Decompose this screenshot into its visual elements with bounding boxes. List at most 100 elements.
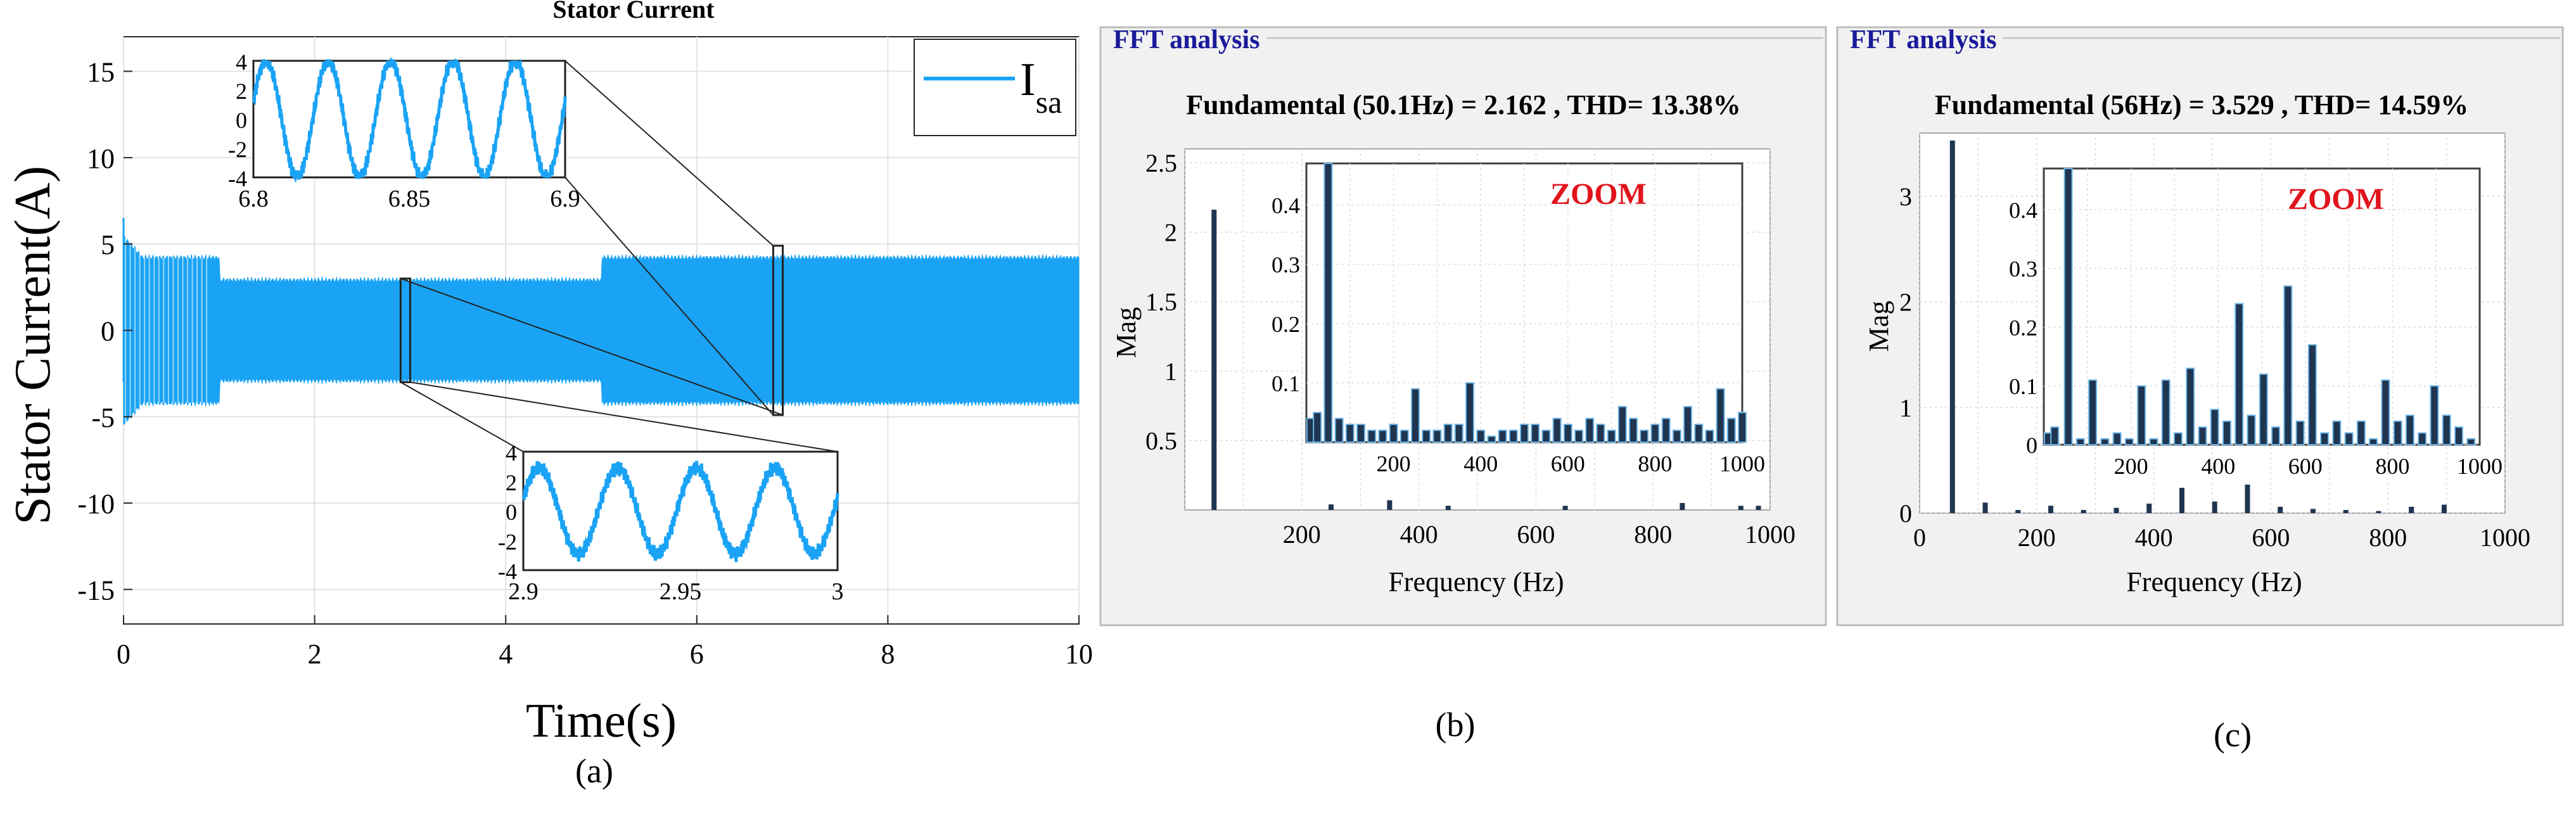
x-tick-label: 10 [1065,639,1093,670]
connector-line [410,381,838,452]
fft-x-tick-label: 800 [2369,523,2407,552]
zoom-bar [1367,430,1377,443]
fft-bar [2409,507,2414,513]
connector-line [400,277,783,416]
fft-bar [1982,502,1988,513]
zoom-bar [1661,417,1671,443]
zoom-bar [1520,423,1529,443]
zoom-bar [1585,417,1595,443]
fft-y-tick-label: 1 [1899,393,1912,422]
inset-y-tick-label: -4 [498,559,517,584]
panel-a-x-label: Time(s) [526,694,677,748]
fft-bar [2179,488,2184,513]
zoom-bar [1541,430,1551,443]
zoom-bar [2088,379,2098,446]
zoom-y-tick-label: 0.1 [2009,374,2037,399]
zoom-bar [2405,414,2414,445]
zoom-x-tick-label: 400 [1463,451,1498,476]
zoom-bar [1705,430,1714,443]
fft-y-tick-label: 0 [1899,499,1912,528]
fft-x-tick-label: 600 [2252,523,2290,552]
fft-bar [1756,506,1761,510]
panel-b-group-title: FFT analysis [1113,25,1259,54]
zoom-y-tick-label: 0.2 [1272,312,1300,337]
panel-c-zoom-plot: 0 0.1 0.2 0.3 0.4 200 400 600 800 1000 ZOOM [2009,167,2503,479]
zoom-bar [1323,163,1333,443]
zoom-x-tick-label: 200 [2114,454,2148,479]
zoom-bar [2161,379,2171,446]
inset-x-tick-label: 2.95 [660,578,702,605]
y-tick-label: -5 [91,402,115,433]
zoom-y-tick-label: 0.2 [2009,315,2037,340]
zoom-bar [2222,420,2231,445]
x-tick-label: 2 [308,639,322,670]
zoom-bar [1607,430,1616,443]
y-tick-label: 15 [87,57,115,88]
fft-x-tick-label: 800 [1634,520,1672,549]
zoom-bar [1672,430,1681,443]
zoom-bar [2247,414,2256,445]
zoom-y-tick-label: 0.3 [2009,257,2037,282]
inset-waveform [522,461,839,563]
zoom-bar [2050,426,2060,446]
panel-a-inset-top: 4 2 0 -2 -46.8 6.85 6.9 [228,49,580,212]
inset-x-tick-label: 2.9 [508,578,539,605]
zoom-bar [2418,432,2427,446]
fft-bar [1738,506,1744,510]
zoom-bar [1552,417,1562,443]
panel-a-zoom-connectors [399,60,838,452]
zoom-bar [1716,388,1725,443]
panel-b-zoom-plot: 0.1 0.2 0.3 0.4 200 400 600 800 1000 ZOOM [1272,162,1765,476]
inset-x-tick-label: 6.9 [550,186,580,212]
fft-bar [1562,506,1568,510]
fft-bar [2048,506,2053,513]
panel-a-inset-bottom: 4 2 0 -2 -42.9 2.95 3 [498,440,844,605]
fft-bar [2278,507,2283,513]
zoom-bar [2344,432,2354,446]
x-tick-label: 4 [499,639,513,670]
inset-y-tick-label: 0 [506,500,517,525]
zoom-bar [2235,303,2244,445]
zoom-bar [1487,435,1496,443]
fft-bar [2146,504,2152,513]
fft-bar [1445,506,1451,510]
panel-c-x-label: Frequency (Hz) [2126,566,2302,597]
panel-a-x-ticks: 0 2 4 6 8 10 [117,615,1093,670]
fft-y-tick-label: 3 [1899,182,1912,211]
fft-x-tick-label: 1000 [1745,520,1795,549]
y-tick-label: 0 [101,316,115,347]
panel-a-y-ticks: 15 10 5 0 -5 -10 -15 [77,57,132,606]
inset-y-tick-label: 4 [506,440,517,466]
panel-a-title: Stator Current [552,0,715,23]
fft-y-tick-label: 2 [1164,219,1177,247]
zoom-bar [2393,420,2402,445]
fft-y-tick-label: 2 [1899,288,1912,317]
panel-b-y-label: Mag [1111,307,1142,359]
zoom-window-top [772,245,784,416]
legend-label: Isa [1020,54,1062,120]
inset-y-tick-label: 2 [506,470,517,495]
zoom-bar [2442,414,2451,445]
zoom-bar [2369,438,2378,445]
inset-y-tick-label: 0 [236,108,247,133]
x-tick-label: 6 [690,639,704,670]
zoom-bar [2149,438,2158,445]
zoom-bar [1345,423,1355,443]
zoom-bar [1726,417,1736,443]
zoom-bar [2332,420,2342,445]
zoom-x-tick-label: 200 [1377,451,1411,476]
panel-b-x-label: Frequency (Hz) [1388,566,1564,597]
connector-line [564,177,774,416]
zoom-bar [2124,438,2134,445]
y-tick-label: 5 [101,229,115,260]
zoom-bar [2356,420,2366,445]
inset-x-tick-label: 6.8 [238,186,269,212]
fft-bar [1211,210,1217,510]
zoom-bar [1422,430,1431,443]
fft-y-tick-label: 0.5 [1145,426,1177,455]
zoom-bar [1617,405,1627,443]
panel-a-caption: (a) [575,752,613,790]
panel-c-chart-title: Fundamental (56Hz) = 3.529 , THD= 14.59% [1935,89,2469,120]
zoom-x-tick-label: 600 [1551,451,1585,476]
